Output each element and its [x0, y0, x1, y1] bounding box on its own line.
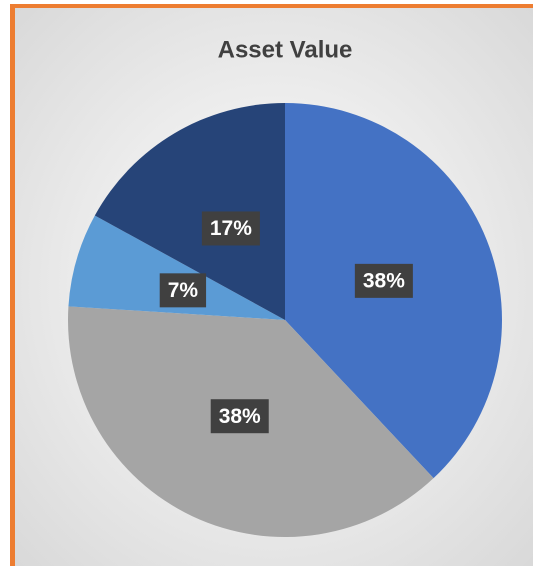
- data-label: 38%: [219, 405, 261, 428]
- data-label: 17%: [210, 217, 252, 240]
- data-label-box: [159, 273, 207, 308]
- data-label-box: [201, 211, 260, 246]
- data-label-box: [354, 263, 413, 298]
- frame-left: [10, 4, 15, 566]
- pie-slice: [94, 103, 285, 320]
- pie-slice: [68, 215, 286, 320]
- frame-top: [10, 4, 533, 8]
- chart-title: Asset Value: [218, 36, 353, 63]
- data-label: 38%: [363, 269, 405, 292]
- data-label: 7%: [168, 279, 199, 302]
- data-label-box: [210, 399, 269, 434]
